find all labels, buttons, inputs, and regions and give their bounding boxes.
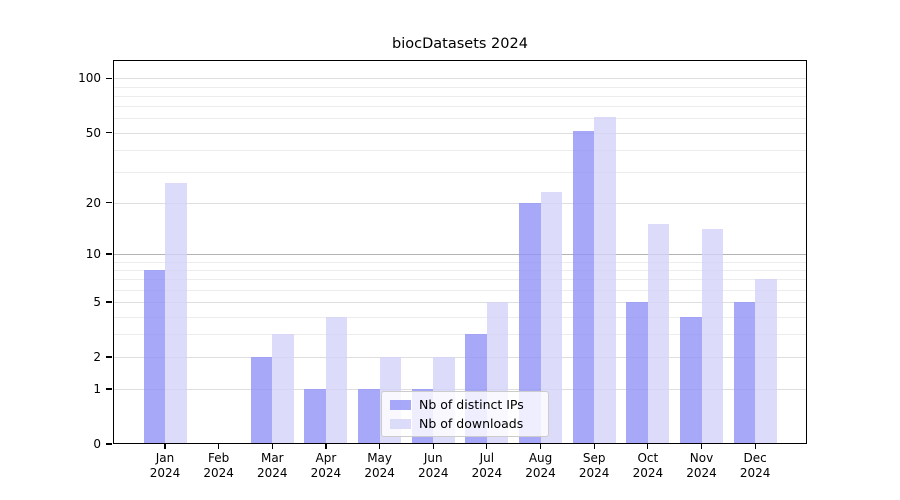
gridline-major: [113, 132, 807, 134]
gridline-major: [113, 254, 807, 256]
gridline-minor: [113, 261, 807, 263]
y-tick-mark: [106, 202, 112, 204]
bar-sep-downloads: [594, 117, 616, 444]
y-tick-label: 50: [85, 125, 101, 140]
x-tick-label: Mar 2024: [257, 451, 288, 480]
x-tick-mark: [593, 444, 595, 449]
legend-label-downloads: Nb of downloads: [419, 416, 524, 431]
x-tick-label: Oct 2024: [632, 451, 664, 480]
x-tick-mark: [432, 444, 434, 449]
y-tick-mark: [106, 443, 112, 445]
x-tick-label: Dec 2024: [739, 451, 771, 480]
gridline-major: [113, 356, 807, 358]
legend-swatch-distinct-ips: [390, 399, 411, 410]
y-tick-label: 5: [93, 295, 101, 310]
legend-item-downloads: Nb of downloads: [390, 416, 541, 431]
bar-aug-downloads: [540, 192, 563, 444]
bar-mar-downloads: [272, 334, 294, 444]
bar-may-distinct-ips: [358, 389, 380, 444]
x-tick-mark: [271, 444, 273, 449]
legend-label-distinct-ips: Nb of distinct IPs: [419, 397, 524, 412]
gridline-minor: [113, 316, 807, 318]
gridline-major: [113, 78, 807, 80]
x-tick-label: Feb 2024: [203, 451, 234, 480]
y-tick-label: 0: [93, 437, 101, 451]
bar-oct-downloads: [647, 224, 670, 444]
y-tick-label: 20: [85, 195, 101, 210]
x-tick-mark: [539, 444, 542, 449]
chart-title: biocDatasets 2024: [392, 36, 528, 52]
y-tick-label: 10: [85, 247, 101, 262]
y-tick-label: 1: [93, 382, 101, 397]
gridline-major: [113, 202, 807, 204]
gridline-minor: [113, 171, 807, 173]
y-tick-mark: [106, 77, 112, 79]
gridline-minor: [113, 334, 807, 336]
x-tick-mark: [647, 444, 649, 449]
x-tick-label: Apr 2024: [310, 451, 342, 480]
bar-apr-distinct-ips: [304, 389, 326, 444]
x-tick-label: Jan 2024: [149, 451, 181, 480]
x-tick-label: May 2024: [364, 451, 395, 480]
x-tick-mark: [700, 444, 703, 449]
gridline-minor: [113, 289, 807, 291]
y-tick-mark: [106, 301, 112, 303]
bar-apr-downloads: [325, 316, 348, 444]
gridline-minor: [113, 279, 807, 281]
bar-aug-distinct-ips: [519, 202, 541, 444]
y-tick-mark: [106, 388, 112, 390]
gridline-minor: [113, 149, 807, 151]
bar-jan-distinct-ips: [143, 269, 165, 444]
gridline-major: [113, 389, 807, 391]
x-tick-mark: [379, 444, 381, 449]
bar-nov-distinct-ips: [680, 316, 702, 444]
bar-sep-distinct-ips: [572, 131, 595, 444]
bar-dec-distinct-ips: [733, 302, 756, 444]
y-tick-label: 2: [93, 349, 101, 364]
y-tick-mark: [106, 356, 112, 358]
legend-swatch-downloads: [390, 418, 411, 429]
x-tick-label: Jun 2024: [417, 451, 449, 480]
x-tick-mark: [218, 444, 220, 449]
legend: Nb of distinct IPs Nb of downloads: [381, 391, 549, 437]
gridline-minor: [113, 269, 807, 271]
bar-nov-downloads: [701, 229, 723, 444]
x-tick-mark: [486, 444, 488, 449]
y-tick-mark: [106, 253, 112, 255]
gridline-minor: [113, 106, 807, 108]
y-tick-label: 100: [78, 71, 101, 86]
plot-area: [113, 60, 807, 444]
bar-jan-downloads: [165, 182, 187, 444]
x-tick-label: Nov 2024: [686, 451, 717, 480]
bar-oct-distinct-ips: [626, 302, 648, 444]
gridline-minor: [113, 118, 807, 120]
bar-mar-distinct-ips: [250, 356, 273, 444]
x-tick-label: Sep 2024: [578, 451, 610, 480]
gridline-minor: [113, 95, 807, 97]
gridline-major: [113, 302, 807, 304]
x-tick-mark: [164, 444, 166, 449]
x-tick-label: Aug 2024: [525, 451, 556, 480]
y-tick-mark: [106, 131, 112, 134]
legend-item-distinct-ips: Nb of distinct IPs: [390, 397, 541, 412]
bar-dec-downloads: [755, 279, 777, 444]
gridline-minor: [113, 86, 807, 88]
x-tick-label: Jul 2024: [471, 451, 503, 480]
x-tick-mark: [325, 444, 327, 449]
x-tick-mark: [754, 444, 756, 449]
